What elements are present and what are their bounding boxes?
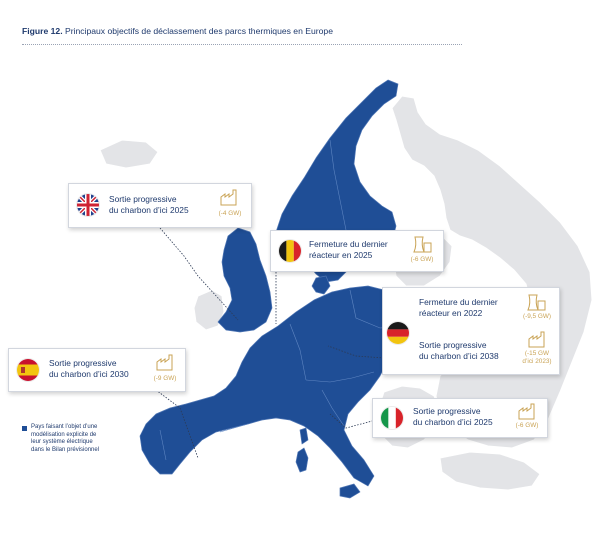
belgium-callout-text: Fermeture du dernier réacteur en 2025 xyxy=(309,239,388,260)
uk-line-2: du charbon d’ici 2025 xyxy=(109,204,189,215)
germany-coal-text: Sortie progressive du charbon d’ici 2038 xyxy=(419,340,499,361)
france-germany-border xyxy=(289,323,307,381)
power-plant-icon xyxy=(518,403,535,420)
power-plant-icon xyxy=(156,354,173,371)
header-divider xyxy=(22,44,462,45)
belgium-flag xyxy=(279,240,301,262)
italy-line-1: Sortie progressive xyxy=(413,406,481,416)
germany-flag xyxy=(387,322,409,344)
legend-line-1: Pays faisant l’objet d’une xyxy=(31,424,98,430)
power-plant-icon xyxy=(220,189,237,206)
germany-nuclear-text: Fermeture du dernier réacteur en 2022 xyxy=(419,297,498,318)
nuclear-plant-icon xyxy=(413,236,432,253)
spain-flag xyxy=(17,359,39,381)
italy-flag xyxy=(381,407,403,429)
spain-line-1: Sortie progressive xyxy=(49,358,117,368)
uk-line-1: Sortie progressive xyxy=(109,194,177,204)
germany-nuclear-line-2: réacteur en 2022 xyxy=(419,307,483,318)
united-kingdom-flag-graphic xyxy=(77,194,99,216)
legend-swatch xyxy=(22,426,27,431)
nuclear-plant-icon xyxy=(527,294,546,311)
figure-title: Principaux objectifs de déclassement des… xyxy=(64,26,333,36)
germany-coal-line-1: Sortie progressive xyxy=(419,340,487,350)
ireland-land xyxy=(193,289,225,331)
spain-callout-text: Sortie progressive du charbon d’ici 2030 xyxy=(49,358,129,379)
uk-callout-text: Sortie progressive du charbon d’ici 2025 xyxy=(109,194,189,215)
italy-callout-text: Sortie progressive du charbon d’ici 2025 xyxy=(413,406,493,427)
italy-capacity: (-6 GW) xyxy=(515,422,539,429)
turkey-land xyxy=(439,451,541,491)
legend-line-3: leur système électrique xyxy=(31,439,93,446)
germany-nuclear-capacity: (-9,5 GW) xyxy=(522,313,552,320)
germany-coal-capacity: (-15 GW d’ici 2023) xyxy=(517,350,557,365)
figure-number: Figure 12. xyxy=(22,26,63,36)
belgium-capacity: (-6 GW) xyxy=(410,256,434,263)
germany-leader-line xyxy=(327,345,385,359)
belgium-callout: Fermeture du dernier réacteur en 2025 (-… xyxy=(270,230,444,272)
spain-callout: Sortie progressive du charbon d’ici 2030… xyxy=(8,348,186,392)
legend-line-4: dans le Bilan prévisionnel xyxy=(31,446,100,453)
uk-leader-line xyxy=(159,227,239,321)
uk-capacity: (-4 GW) xyxy=(218,210,242,217)
germany-callout: Fermeture du dernier réacteur en 2022 (-… xyxy=(382,287,560,375)
spain-capacity: (-9 GW) xyxy=(153,375,177,382)
germany-nuclear-line-1: Fermeture du dernier xyxy=(419,297,498,307)
united-kingdom-flag xyxy=(77,194,99,216)
figure-caption: Figure 12. Principaux objectifs de décla… xyxy=(22,26,333,36)
alps-border xyxy=(305,371,375,383)
legend-text: Pays faisant l’objet d’une modélisation … xyxy=(31,424,131,454)
spain-line-2: du charbon d’ici 2030 xyxy=(49,368,129,379)
uk-callout: Sortie progressive du charbon d’ici 2025… xyxy=(68,183,252,228)
power-plant-icon xyxy=(528,331,545,348)
legend-line-2: modélisation explicite de xyxy=(31,431,97,438)
modelled-countries xyxy=(139,79,403,499)
iberia-border xyxy=(159,429,167,461)
sardinia xyxy=(295,447,309,473)
belgium-line-2: réacteur en 2025 xyxy=(309,249,373,260)
italy-callout: Sortie progressive du charbon d’ici 2025… xyxy=(372,398,548,438)
italy-flag-graphic xyxy=(381,407,403,429)
corsica xyxy=(299,427,309,445)
spain-flag-graphic xyxy=(17,359,39,381)
belgium-line-1: Fermeture du dernier xyxy=(309,239,388,249)
germany-coal-capacity-line-1: (-15 GW xyxy=(524,350,550,357)
belgium-flag-graphic xyxy=(279,240,301,262)
italy-border xyxy=(321,389,345,427)
denmark xyxy=(311,275,331,295)
spain-leader-line xyxy=(155,389,199,459)
germany-coal-line-2: du charbon d’ici 2038 xyxy=(419,350,499,361)
sicily xyxy=(339,483,361,499)
italy-line-2: du charbon d’ici 2025 xyxy=(413,416,493,427)
iceland-land xyxy=(99,139,159,169)
leader-lines xyxy=(155,227,385,459)
germany-flag-graphic xyxy=(387,322,409,344)
great-britain xyxy=(217,227,273,333)
italy-leader-line xyxy=(329,413,377,429)
pyrenees-border xyxy=(219,423,249,433)
germany-coal-capacity-line-2: d’ici 2023) xyxy=(522,357,552,365)
